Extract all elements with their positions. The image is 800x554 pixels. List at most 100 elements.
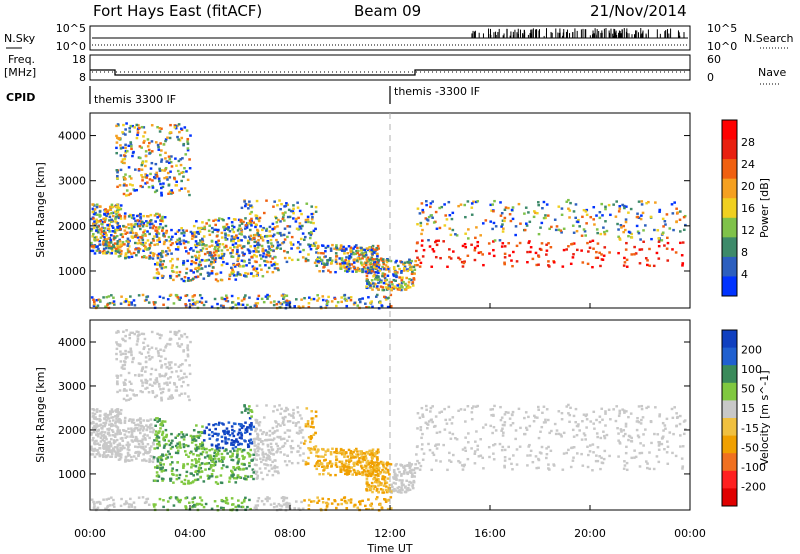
velocity-cell [104,412,107,416]
velocity-cell [119,421,123,425]
power-cell [491,227,494,231]
power-cell [358,300,362,304]
velocity-cell [457,459,460,463]
power-cell [192,271,195,274]
power-cell [168,158,172,161]
velocity-cell [494,429,498,432]
power-cell [580,234,584,237]
power-cell [284,204,288,208]
velocity-cell [258,467,262,470]
velocity-cell [672,432,675,436]
velocity-cell [270,467,274,470]
velocity-cell [646,462,649,465]
power-cell [367,281,370,284]
power-cell [280,202,283,206]
velocity-cell [386,461,389,465]
velocity-cell [144,356,148,359]
velocity-cell [445,422,449,425]
power-cell [396,284,400,287]
power-cell [195,266,198,270]
power-cell [601,214,604,217]
power-cell [233,245,236,249]
power-cell [304,218,308,222]
velocity-cell [141,390,144,394]
velocity-cell [584,438,587,441]
velocity-cell [624,425,628,428]
power-cell [236,271,240,274]
power-cell [305,202,309,205]
velocity-cell [470,406,474,410]
velocity-cell [286,420,290,423]
velocity-cell [93,442,97,446]
velocity-cell [308,498,311,502]
power-cell [339,262,342,266]
velocity-cell [206,474,210,477]
power-cell [275,221,279,224]
velocity-cell [362,452,365,455]
velocity-cell [151,441,155,445]
velocity-cell [279,412,282,415]
velocity-cell [163,382,166,385]
velocity-cell [116,430,119,433]
velocity-cell [199,476,202,479]
velocity-cell [414,463,417,466]
velocity-cell [220,467,224,470]
power-cell [213,254,217,257]
power-cell [474,236,477,240]
power-cell [161,250,164,253]
power-cell [526,260,529,264]
velocity-cell [629,412,633,415]
velocity-cell [174,451,178,455]
power-cell [121,131,124,134]
velocity-cell [104,507,107,510]
power-cell [183,126,187,129]
power-cell [648,247,651,251]
velocity-cell [684,428,687,431]
power-cell [236,236,240,240]
power-cell [586,241,589,245]
power-cell [589,215,593,219]
power-cell [149,172,152,176]
velocity-cell [285,501,289,505]
velocity-cell [353,503,357,507]
power-cell [351,251,355,255]
power-cell [454,233,457,236]
velocity-cell [511,421,515,425]
velocity-cell [473,452,477,455]
power-cell [407,261,411,264]
power-cell [129,192,132,195]
power-cell [286,215,290,219]
power-cell [109,241,113,244]
velocity-cell [210,472,214,476]
power-cell [121,158,125,161]
power-cell [158,215,161,218]
power-cell [137,239,141,242]
velocity-cell [210,430,214,434]
power-cell [411,282,414,285]
power-cell [604,207,607,211]
power-cell [213,297,217,301]
velocity-cell [291,414,295,418]
power-cell [170,192,173,195]
velocity-cell [548,468,551,471]
velocity-cell [108,450,111,453]
power-cell [379,268,382,271]
power-cell [95,218,98,221]
power-cell [116,240,120,243]
velocity-cell [179,369,183,372]
power-cell [640,248,644,251]
velocity-cell [396,474,399,477]
velocity-cell [403,468,407,472]
power-cell [603,232,607,236]
power-cell [321,270,325,273]
power-cell [262,226,265,230]
velocity-cell [156,479,159,483]
power-cell [225,294,228,297]
power-cell [107,295,111,298]
velocity-cell [144,365,148,369]
velocity-cell [312,500,316,503]
velocity-cell [351,473,355,476]
power-cell [395,259,398,263]
power-cell [212,261,216,264]
velocity-cell [253,469,256,473]
